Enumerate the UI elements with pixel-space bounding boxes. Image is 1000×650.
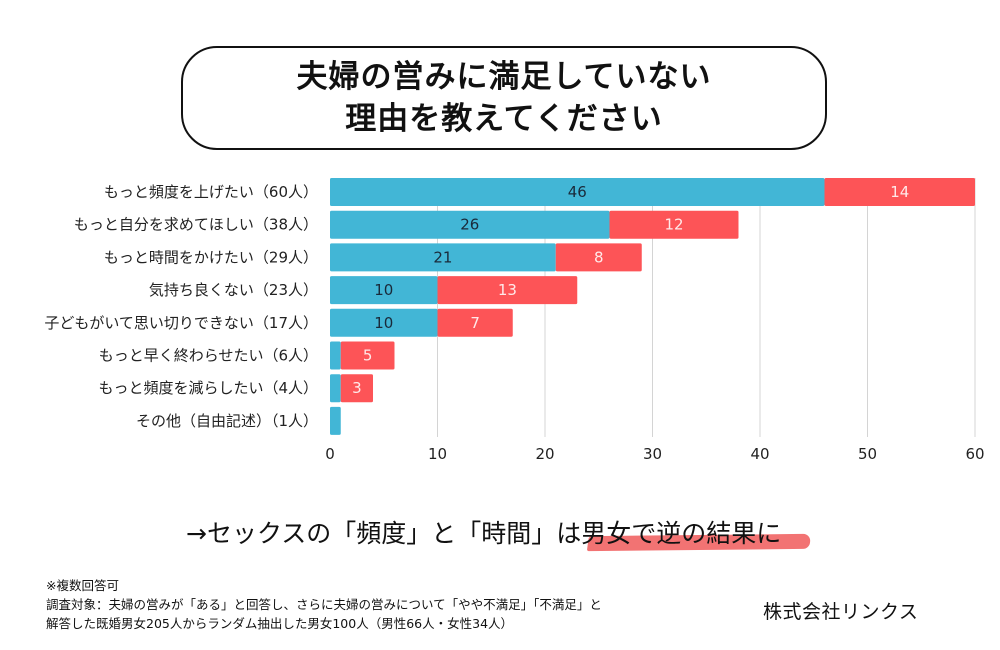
bar-female [609,210,739,239]
note-multiple-answers: ※複数回答可 [46,578,119,593]
company-name: 株式会社リンクス [763,601,919,623]
bar-female [824,178,975,206]
note-sample: 解答した既婚男女205人からランダム抽出した男女100人（男性66人・女性34人… [46,616,514,631]
bar-female [555,243,642,272]
x-tick-label: 50 [858,445,877,463]
bar-label-female: 8 [594,248,604,266]
category-label: もっと頻度を減らしたい（4人） [98,379,318,397]
bar-male [330,308,438,337]
bar-label-female: 12 [664,216,683,234]
x-tick-label: 20 [535,445,554,463]
bar-female [340,374,373,403]
category-label: もっと早く終わらせたい（6人） [99,347,318,365]
bar-label-female: 14 [890,183,909,201]
conclusion-text: →セックスの「頻度」と「時間」は男女で逆の結果に [186,519,782,548]
category-label: もっと頻度を上げたい（60人） [104,183,318,201]
category-label: もっと自分を求めてほしい（38人） [74,216,318,234]
bars: 46 14 26 12 21 8 10 13 10 7 53 [330,178,975,435]
survey-notes: ※複数回答可 調査対象：夫婦の営みが「ある」と回答し、さらに夫婦の営みについて「… [46,576,602,633]
bar-male [330,243,556,272]
bar-female [437,276,578,305]
bar-label-male: 10 [374,314,393,332]
bar-male [330,276,438,305]
bar-female [340,341,395,370]
bar-male [330,341,341,370]
x-tick-label: 60 [965,445,984,463]
bar-label-male: 21 [433,248,452,266]
category-label: その他（自由記述）（1人） [136,412,318,430]
category-label: もっと時間をかけたい（29人） [104,248,318,266]
bar-male [330,210,610,239]
bar-male [330,406,341,435]
bar-label-female: 7 [470,314,480,332]
bar-label-female: 13 [498,281,517,299]
bar-label-male: 26 [460,216,479,234]
bar-female [437,308,513,337]
bar-label-male: 46 [568,183,587,201]
x-tick-label: 40 [750,445,769,463]
category-labels: もっと頻度を上げたい（60人） もっと自分を求めてほしい（38人） もっと時間をかけ… [44,183,318,430]
bar-male [330,178,825,206]
title-line-1: 夫婦の営みに満足していない [296,59,712,95]
x-tick-label: 0 [325,445,335,463]
x-tick-labels: 0 10 20 30 40 50 60 [325,445,984,463]
note-survey-target: 調査対象：夫婦の営みが「ある」と回答し、さらに夫婦の営みについて「やや不満足」「… [46,597,602,612]
bar-label-female: 3 [352,379,362,397]
title-line-2: 理由を教えてください [345,101,663,137]
category-label: 子どもがいて思い切りできない（17人） [44,314,318,332]
bar-male [330,374,341,403]
bar-label-male: 10 [374,281,393,299]
bar-label-female: 5 [363,347,373,365]
category-label: 気持ち良くない（23人） [149,281,318,299]
x-tick-label: 10 [428,445,447,463]
x-tick-label: 30 [643,445,662,463]
title-box: 夫婦の営みに満足していない 理由を教えてください [181,46,827,150]
